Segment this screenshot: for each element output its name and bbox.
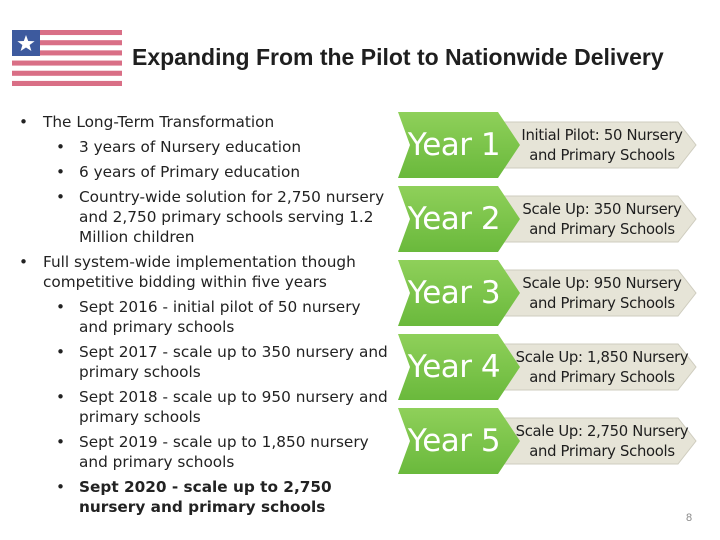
timeline-step: Year 2 Scale Up: 350 Nursery and Primary S… xyxy=(398,186,698,252)
year-description: Scale Up: 2,750 Nursery and Primary Schoo… xyxy=(510,418,694,466)
flag-stripe xyxy=(12,75,122,82)
timeline-shape xyxy=(398,112,697,178)
timeline-step: Year 3 Scale Up: 950 Nursery and Primary S… xyxy=(398,260,698,326)
desc-line-1: Scale Up: 2,750 Nursery xyxy=(515,423,689,440)
year-label: Year 4 xyxy=(407,349,501,385)
desc-line-1: Scale Up: 1,850 Nursery xyxy=(515,349,689,366)
year-label: Year 5 xyxy=(407,423,501,459)
desc-line-1: Scale Up: 350 Nursery xyxy=(522,201,682,218)
bullet-text: Sept 2019 - scale up to 1,850 nursery an… xyxy=(79,433,369,471)
year-description: Scale Up: 1,850 Nursery and Primary Schoo… xyxy=(510,344,694,392)
timeline-shape xyxy=(398,186,697,252)
year-chevron xyxy=(398,408,520,474)
desc-line-2: and Primary Schools xyxy=(529,221,675,238)
year-chevron xyxy=(398,186,520,252)
slide-title: Expanding From the Pilot to Nationwide D… xyxy=(132,44,664,70)
bullet-text: Sept 2020 - scale up to 2,750 nursery an… xyxy=(79,478,332,516)
timeline: Year 1 Initial Pilot: 50 Nursery and Prima… xyxy=(398,112,708,482)
bullet-list: • The Long-Term Transformation • 3 years of… xyxy=(16,112,388,522)
timeline-step: Year 5 Scale Up: 2,750 Nursery and Primary… xyxy=(398,408,698,474)
desc-line-2: and Primary Schools xyxy=(529,147,675,164)
bullet-dot-icon: • xyxy=(56,163,66,181)
year-chevron xyxy=(398,334,520,400)
year-label: Year 1 xyxy=(407,127,501,163)
flag-stripe xyxy=(12,50,122,56)
timeline-shape xyxy=(398,334,697,400)
bullet-dot-icon: • xyxy=(56,188,66,206)
bullet-item: • 3 years of Nursery education xyxy=(16,137,388,157)
bullet-dot-icon: • xyxy=(56,343,66,361)
bullet-text: Country-wide solution for 2,750 nursery … xyxy=(79,188,385,246)
flag-stripe xyxy=(12,55,122,61)
flag-stripe xyxy=(12,80,122,86)
liberia-flag xyxy=(12,30,122,86)
timeline-step: Year 4 Scale Up: 1,850 Nursery and Primary… xyxy=(398,334,698,400)
bullet-text: Sept 2016 - initial pilot of 50 nursery … xyxy=(79,298,361,336)
timeline-shape xyxy=(398,260,697,326)
desc-line-2: and Primary Schools xyxy=(529,295,675,312)
bullet-item: • Full system-wide implementation though … xyxy=(16,252,388,292)
bullet-text: Full system-wide implementation though c… xyxy=(43,253,356,291)
bullet-dot-icon: • xyxy=(19,113,29,131)
bullet-dot-icon: • xyxy=(56,298,66,316)
flag-stripe xyxy=(12,40,122,46)
bullet-dot-icon: • xyxy=(56,433,66,451)
bullet-text: Sept 2017 - scale up to 350 nursery and … xyxy=(79,343,388,381)
flag-stripe xyxy=(12,65,122,71)
year-description: Initial Pilot: 50 Nursery and Primary Sch… xyxy=(510,122,694,170)
bullet-text: The Long-Term Transformation xyxy=(43,113,275,131)
year-label: Year 3 xyxy=(407,275,501,311)
year-chevron xyxy=(398,260,520,326)
bullet-text: 6 years of Primary education xyxy=(79,163,301,181)
flag-stripe xyxy=(12,35,122,41)
bullet-dot-icon: • xyxy=(56,138,66,156)
bullet-dot-icon: • xyxy=(19,253,29,271)
bullet-item: • Sept 2020 - scale up to 2,750 nursery a… xyxy=(16,477,388,517)
bullet-item: • Sept 2019 - scale up to 1,850 nursery a… xyxy=(16,432,388,472)
timeline-shape xyxy=(398,408,697,474)
flag-stripe xyxy=(12,30,122,36)
desc-line-2: and Primary Schools xyxy=(529,443,675,460)
year-label: Year 2 xyxy=(407,201,501,237)
year-description: Scale Up: 350 Nursery and Primary Schools xyxy=(510,196,694,244)
timeline-step: Year 1 Initial Pilot: 50 Nursery and Prima… xyxy=(398,112,698,178)
bullet-item: • The Long-Term Transformation xyxy=(16,112,388,132)
bullet-item: • Sept 2017 - scale up to 350 nursery and… xyxy=(16,342,388,382)
star-icon xyxy=(17,35,35,51)
flag-stripe xyxy=(12,70,122,77)
page-number: 8 xyxy=(686,512,693,524)
year-chevron xyxy=(398,112,520,178)
bullet-text: 3 years of Nursery education xyxy=(79,138,302,156)
desc-line-1: Scale Up: 950 Nursery xyxy=(522,275,682,292)
desc-line-1: Initial Pilot: 50 Nursery xyxy=(521,127,683,144)
flag-stripe xyxy=(12,45,122,51)
bullet-text: Sept 2018 - scale up to 950 nursery and … xyxy=(79,388,388,426)
bullet-dot-icon: • xyxy=(56,478,66,496)
bullet-dot-icon: • xyxy=(56,388,66,406)
year-description: Scale Up: 950 Nursery and Primary Schools xyxy=(510,270,694,318)
flag-stripe xyxy=(12,60,122,66)
bullet-item: • Sept 2018 - scale up to 950 nursery and… xyxy=(16,387,388,427)
bullet-item: • 6 years of Primary education xyxy=(16,162,388,182)
bullet-item: • Sept 2016 - initial pilot of 50 nursery… xyxy=(16,297,388,337)
desc-line-2: and Primary Schools xyxy=(529,369,675,386)
bullet-item: • Country-wide solution for 2,750 nursery… xyxy=(16,187,388,247)
